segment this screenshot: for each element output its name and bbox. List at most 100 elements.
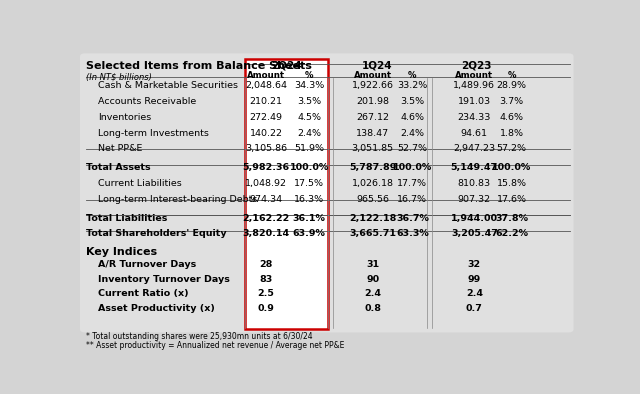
Text: 5,149.47: 5,149.47 — [451, 163, 498, 172]
Text: 2Q24: 2Q24 — [271, 60, 302, 70]
Text: 31: 31 — [366, 260, 380, 269]
Text: 1,922.66: 1,922.66 — [351, 81, 394, 90]
Text: 272.49: 272.49 — [250, 113, 282, 122]
Text: Cash & Marketable Securities: Cash & Marketable Securities — [99, 81, 238, 90]
FancyBboxPatch shape — [80, 53, 573, 333]
Text: 3.5%: 3.5% — [400, 97, 424, 106]
Text: 965.56: 965.56 — [356, 195, 389, 204]
Text: 16.3%: 16.3% — [294, 195, 324, 204]
Text: 3.7%: 3.7% — [499, 97, 524, 106]
Text: 17.7%: 17.7% — [397, 179, 428, 188]
Text: 16.7%: 16.7% — [397, 195, 428, 204]
Text: 4.6%: 4.6% — [401, 113, 424, 122]
Text: 4.6%: 4.6% — [499, 113, 524, 122]
Text: 62.2%: 62.2% — [495, 229, 528, 238]
Text: 2.4%: 2.4% — [401, 128, 424, 138]
Text: 100.0%: 100.0% — [393, 163, 432, 172]
Text: %: % — [305, 71, 314, 80]
Text: 974.34: 974.34 — [250, 195, 283, 204]
Text: 100.0%: 100.0% — [492, 163, 531, 172]
Text: %: % — [408, 71, 417, 80]
Text: 94.61: 94.61 — [461, 128, 488, 138]
Text: 28.9%: 28.9% — [497, 81, 527, 90]
Text: 90: 90 — [366, 275, 380, 284]
Text: 63.9%: 63.9% — [292, 229, 326, 238]
Text: 234.33: 234.33 — [458, 113, 491, 122]
Text: (In NT$ billions): (In NT$ billions) — [86, 72, 152, 81]
Text: 28: 28 — [259, 260, 273, 269]
Text: 52.7%: 52.7% — [397, 144, 428, 153]
Text: 3,051.85: 3,051.85 — [351, 144, 394, 153]
Text: 15.8%: 15.8% — [497, 179, 527, 188]
Text: A/R Turnover Days: A/R Turnover Days — [99, 260, 196, 269]
Text: 2,162.22: 2,162.22 — [243, 214, 290, 223]
Text: 3.5%: 3.5% — [297, 97, 321, 106]
Text: 17.6%: 17.6% — [497, 195, 527, 204]
Text: 33.2%: 33.2% — [397, 81, 428, 90]
Text: 3,105.86: 3,105.86 — [245, 144, 287, 153]
Text: ** Asset productivity = Annualized net revenue / Average net PP&E: ** Asset productivity = Annualized net r… — [86, 341, 344, 350]
Text: 51.9%: 51.9% — [294, 144, 324, 153]
Text: 2,947.23: 2,947.23 — [453, 144, 495, 153]
Text: 5,787.89: 5,787.89 — [349, 163, 396, 172]
Text: 99: 99 — [468, 275, 481, 284]
Text: 0.9: 0.9 — [257, 303, 275, 312]
Text: Amount: Amount — [247, 71, 285, 80]
Text: Amount: Amount — [455, 71, 493, 80]
Text: 1,026.18: 1,026.18 — [351, 179, 394, 188]
Text: 2.4: 2.4 — [364, 289, 381, 298]
Text: Inventories: Inventories — [99, 113, 152, 122]
Text: 32: 32 — [468, 260, 481, 269]
Text: 140.22: 140.22 — [250, 128, 282, 138]
Text: 210.21: 210.21 — [250, 97, 282, 106]
Text: 0.7: 0.7 — [466, 303, 483, 312]
Text: 907.32: 907.32 — [458, 195, 491, 204]
Text: 5,982.36: 5,982.36 — [243, 163, 289, 172]
Text: 1,944.00: 1,944.00 — [451, 214, 498, 223]
Text: * Total outstanding shares were 25,930mn units at 6/30/24: * Total outstanding shares were 25,930mn… — [86, 332, 312, 341]
Text: 4.5%: 4.5% — [297, 113, 321, 122]
Text: 201.98: 201.98 — [356, 97, 389, 106]
Text: Long-term Interest-bearing Debts: Long-term Interest-bearing Debts — [99, 195, 258, 204]
Text: Current Ratio (x): Current Ratio (x) — [99, 289, 189, 298]
Text: Total Assets: Total Assets — [86, 163, 150, 172]
Text: Total Shareholders' Equity: Total Shareholders' Equity — [86, 229, 227, 238]
Text: 36.7%: 36.7% — [396, 214, 429, 223]
Text: 2Q23: 2Q23 — [461, 60, 492, 70]
Text: Amount: Amount — [353, 71, 392, 80]
Text: 1.8%: 1.8% — [499, 128, 524, 138]
Text: 36.1%: 36.1% — [292, 214, 326, 223]
Text: Asset Productivity (x): Asset Productivity (x) — [99, 303, 215, 312]
Text: Current Liabilities: Current Liabilities — [99, 179, 182, 188]
Text: %: % — [508, 71, 516, 80]
Text: 2,048.64: 2,048.64 — [245, 81, 287, 90]
Text: 83: 83 — [259, 275, 273, 284]
Text: Net PP&E: Net PP&E — [99, 144, 143, 153]
Text: Long-term Investments: Long-term Investments — [99, 128, 209, 138]
Text: 1,048.92: 1,048.92 — [245, 179, 287, 188]
Text: Accounts Receivable: Accounts Receivable — [99, 97, 196, 106]
Text: 2.4%: 2.4% — [297, 128, 321, 138]
Text: 1Q24: 1Q24 — [362, 60, 393, 70]
Text: Total Liabilities: Total Liabilities — [86, 214, 167, 223]
Text: 3,820.14: 3,820.14 — [243, 229, 289, 238]
Text: 63.3%: 63.3% — [396, 229, 429, 238]
Text: 810.83: 810.83 — [458, 179, 491, 188]
Text: 37.8%: 37.8% — [495, 214, 528, 223]
Text: 34.3%: 34.3% — [294, 81, 324, 90]
Text: 138.47: 138.47 — [356, 128, 389, 138]
Text: Key Indices: Key Indices — [86, 247, 157, 256]
Text: 267.12: 267.12 — [356, 113, 389, 122]
Text: 2,122.18: 2,122.18 — [349, 214, 396, 223]
Text: 2.5: 2.5 — [257, 289, 275, 298]
Text: 2.4: 2.4 — [466, 289, 483, 298]
Text: 191.03: 191.03 — [458, 97, 491, 106]
Text: 3,665.71: 3,665.71 — [349, 229, 396, 238]
Text: 1,489.96: 1,489.96 — [453, 81, 495, 90]
Text: Inventory Turnover Days: Inventory Turnover Days — [99, 275, 230, 284]
Text: Selected Items from Balance Sheets: Selected Items from Balance Sheets — [86, 61, 312, 71]
Text: 3,205.47: 3,205.47 — [451, 229, 498, 238]
Bar — [245, 59, 328, 329]
Text: 100.0%: 100.0% — [289, 163, 329, 172]
Text: 17.5%: 17.5% — [294, 179, 324, 188]
